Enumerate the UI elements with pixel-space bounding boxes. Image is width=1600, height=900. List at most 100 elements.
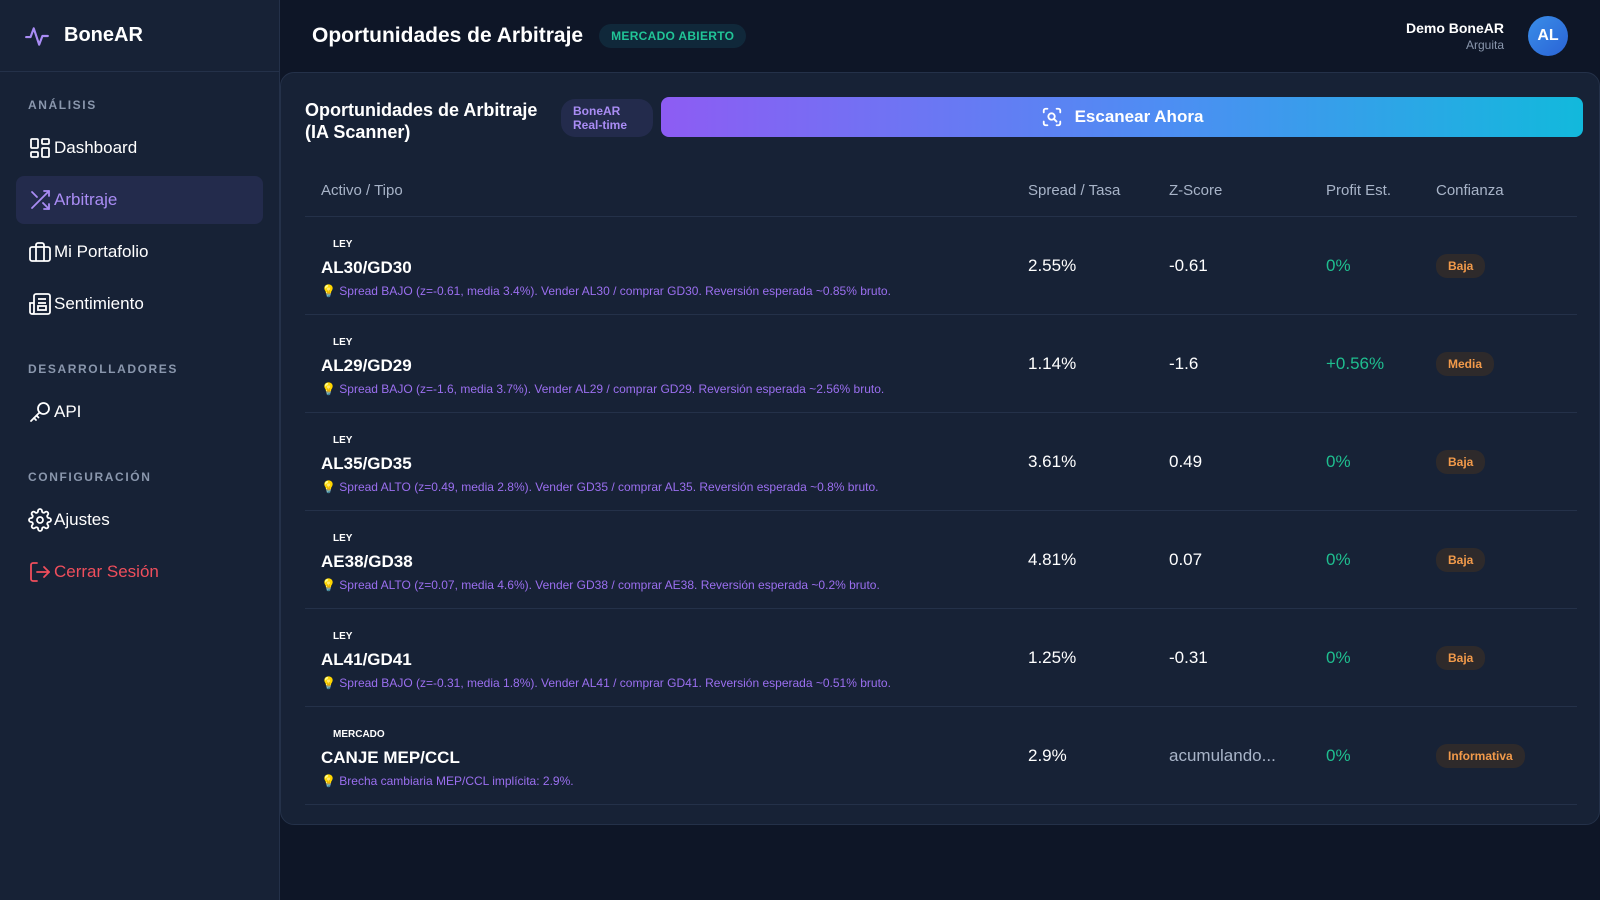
sidebar-item-portafolio[interactable]: Mi Portafolio	[16, 228, 263, 276]
asset-hint: 💡 Spread BAJO (z=-0.31, media 1.8%). Ven…	[321, 675, 891, 690]
table-header: Activo / Tipo Spread / Tasa Z-Score Prof…	[305, 165, 1577, 217]
column-header-asset[interactable]: Activo / Tipo	[321, 182, 403, 199]
card-header: Oportunidades de Arbitraje (IA Scanner) …	[305, 97, 1583, 142]
scan-now-label: Escanear Ahora	[1074, 107, 1204, 126]
realtime-badge-line2: Real-time	[573, 118, 628, 132]
confidence-badge: Media	[1436, 351, 1495, 376]
nav-section-analisis: ANÁLISIS	[28, 98, 97, 112]
asset-cell: LEY AL41/GD41 💡 Spread BAJO (z=-0.31, me…	[305, 626, 1028, 690]
sidebar-item-label: Dashboard	[54, 138, 138, 157]
asset-cell: LEY AL29/GD29 💡 Spread BAJO (z=-1.6, med…	[305, 332, 1028, 396]
asset-hint: 💡 Spread ALTO (z=0.49, media 2.8%). Vend…	[321, 479, 879, 494]
card-title-line1: Oportunidades de Arbitraje	[305, 100, 538, 120]
logout-icon	[30, 562, 50, 582]
asset-hint: 💡 Spread ALTO (z=0.07, media 4.6%). Vend…	[321, 577, 880, 592]
spread-value: 1.14%	[1028, 353, 1077, 373]
zscore-value: -0.31	[1169, 647, 1208, 667]
asset-type-tag: LEY	[333, 238, 353, 250]
sidebar-item-dashboard[interactable]: Dashboard	[16, 124, 263, 172]
zscore-value: -0.61	[1169, 255, 1208, 275]
sidebar-item-label: Arbitraje	[54, 190, 118, 209]
realtime-badge: BoneAR Real-time	[561, 99, 653, 137]
nav-section-desarrolladores: DESARROLLADORES	[28, 362, 179, 376]
dashboard-icon	[30, 138, 50, 158]
sidebar-item-sentimiento[interactable]: Sentimiento	[16, 280, 263, 328]
zscore-value: 0.49	[1169, 451, 1203, 471]
confidence-cell: Baja	[1436, 645, 1577, 670]
table-row[interactable]: MERCADO CANJE MEP/CCL 💡 Brecha cambiaria…	[305, 707, 1577, 805]
user-subtitle: Arguita	[1465, 38, 1504, 52]
profit-value: +0.56%	[1326, 353, 1385, 373]
asset-pair: AL29/GD29	[321, 355, 412, 375]
pulse-logo-icon	[25, 26, 49, 46]
confidence-badge: Baja	[1436, 547, 1486, 572]
top-header: Oportunidades de Arbitraje MERCADO ABIER…	[280, 0, 1600, 72]
confidence-cell: Baja	[1436, 547, 1577, 572]
table-row[interactable]: LEY AL30/GD30 💡 Spread BAJO (z=-0.61, me…	[305, 217, 1577, 315]
profit-value: 0%	[1326, 549, 1351, 569]
sidebar-item-api[interactable]: API	[16, 388, 263, 436]
asset-pair: AL30/GD30	[321, 257, 412, 277]
opportunities-table: Activo / Tipo Spread / Tasa Z-Score Prof…	[305, 165, 1577, 805]
profit-value: 0%	[1326, 745, 1351, 765]
zscore-value: 0.07	[1169, 549, 1203, 569]
asset-cell: MERCADO CANJE MEP/CCL 💡 Brecha cambiaria…	[305, 724, 1028, 788]
zscore-value: -1.6	[1169, 353, 1199, 373]
avatar[interactable]: AL	[1528, 16, 1568, 56]
user-menu[interactable]: Demo BoneAR Arguita AL	[1406, 16, 1568, 56]
profit-value: 0%	[1326, 451, 1351, 471]
newspaper-icon	[29, 293, 51, 315]
sidebar-item-ajustes[interactable]: Ajustes	[16, 496, 263, 544]
gear-icon	[28, 508, 52, 532]
confidence-cell: Baja	[1436, 253, 1577, 278]
scan-now-button[interactable]: Escanear Ahora	[661, 97, 1583, 137]
sidebar-item-cerrar-sesion[interactable]: Cerrar Sesión	[16, 548, 263, 596]
sidebar-item-label: Cerrar Sesión	[54, 562, 159, 581]
brand[interactable]: BoneAR	[0, 0, 279, 72]
table-row[interactable]: LEY AE38/GD38 💡 Spread ALTO (z=0.07, med…	[305, 511, 1577, 609]
sidebar: BoneAR ANÁLISIS Dashboard Arbitraje Mi P…	[0, 0, 280, 900]
column-header-spread[interactable]: Spread / Tasa	[1028, 182, 1121, 199]
confidence-badge: Baja	[1436, 253, 1486, 278]
spread-value: 2.9%	[1028, 745, 1067, 765]
asset-type-tag: LEY	[333, 336, 353, 348]
asset-type-tag: LEY	[333, 630, 353, 642]
sidebar-item-label: Sentimiento	[54, 294, 144, 313]
asset-cell: LEY AL35/GD35 💡 Spread ALTO (z=0.49, med…	[305, 430, 1028, 494]
spread-value: 1.25%	[1028, 647, 1077, 667]
spread-value: 4.81%	[1028, 549, 1077, 569]
asset-hint: 💡 Spread BAJO (z=-1.6, media 3.7%). Vend…	[321, 381, 885, 396]
card-title-line2: (IA Scanner)	[305, 122, 411, 142]
spread-value: 2.55%	[1028, 255, 1077, 275]
asset-hint: 💡 Spread BAJO (z=-0.61, media 3.4%). Ven…	[321, 283, 891, 298]
asset-pair: AL35/GD35	[321, 453, 412, 473]
shuffle-icon	[31, 190, 50, 210]
scan-search-icon	[1042, 107, 1061, 127]
sidebar-item-arbitraje[interactable]: Arbitraje	[16, 176, 263, 224]
confidence-cell: Media	[1436, 351, 1577, 376]
profit-value: 0%	[1326, 647, 1351, 667]
column-header-confidence[interactable]: Confianza	[1436, 182, 1504, 199]
brand-name: BoneAR	[64, 24, 143, 46]
confidence-cell: Baja	[1436, 449, 1577, 474]
realtime-badge-line1: BoneAR	[573, 104, 621, 118]
asset-pair: CANJE MEP/CCL	[321, 747, 460, 767]
table-row[interactable]: LEY AL41/GD41 💡 Spread BAJO (z=-0.31, me…	[305, 609, 1577, 707]
table-row[interactable]: LEY AL35/GD35 💡 Spread ALTO (z=0.49, med…	[305, 413, 1577, 511]
nav-section-configuracion: CONFIGURACIÓN	[28, 470, 152, 484]
confidence-badge: Baja	[1436, 449, 1486, 474]
asset-cell: LEY AE38/GD38 💡 Spread ALTO (z=0.07, med…	[305, 528, 1028, 592]
user-name: Demo BoneAR	[1405, 20, 1504, 36]
asset-type-tag: LEY	[333, 532, 353, 544]
confidence-badge: Baja	[1436, 645, 1486, 670]
card-title: Oportunidades de Arbitraje (IA Scanner)	[305, 99, 555, 143]
asset-pair: AE38/GD38	[321, 551, 413, 571]
table-row[interactable]: LEY AL29/GD29 💡 Spread BAJO (z=-1.6, med…	[305, 315, 1577, 413]
column-header-profit[interactable]: Profit Est.	[1326, 182, 1392, 199]
confidence-cell: Informativa	[1436, 743, 1577, 768]
asset-type-tag: MERCADO	[333, 728, 385, 740]
column-header-zscore[interactable]: Z-Score	[1169, 182, 1223, 199]
market-status-badge: MERCADO ABIERTO	[599, 24, 747, 48]
confidence-badge: Informativa	[1436, 743, 1525, 768]
user-info: Demo BoneAR Arguita	[1406, 20, 1504, 52]
